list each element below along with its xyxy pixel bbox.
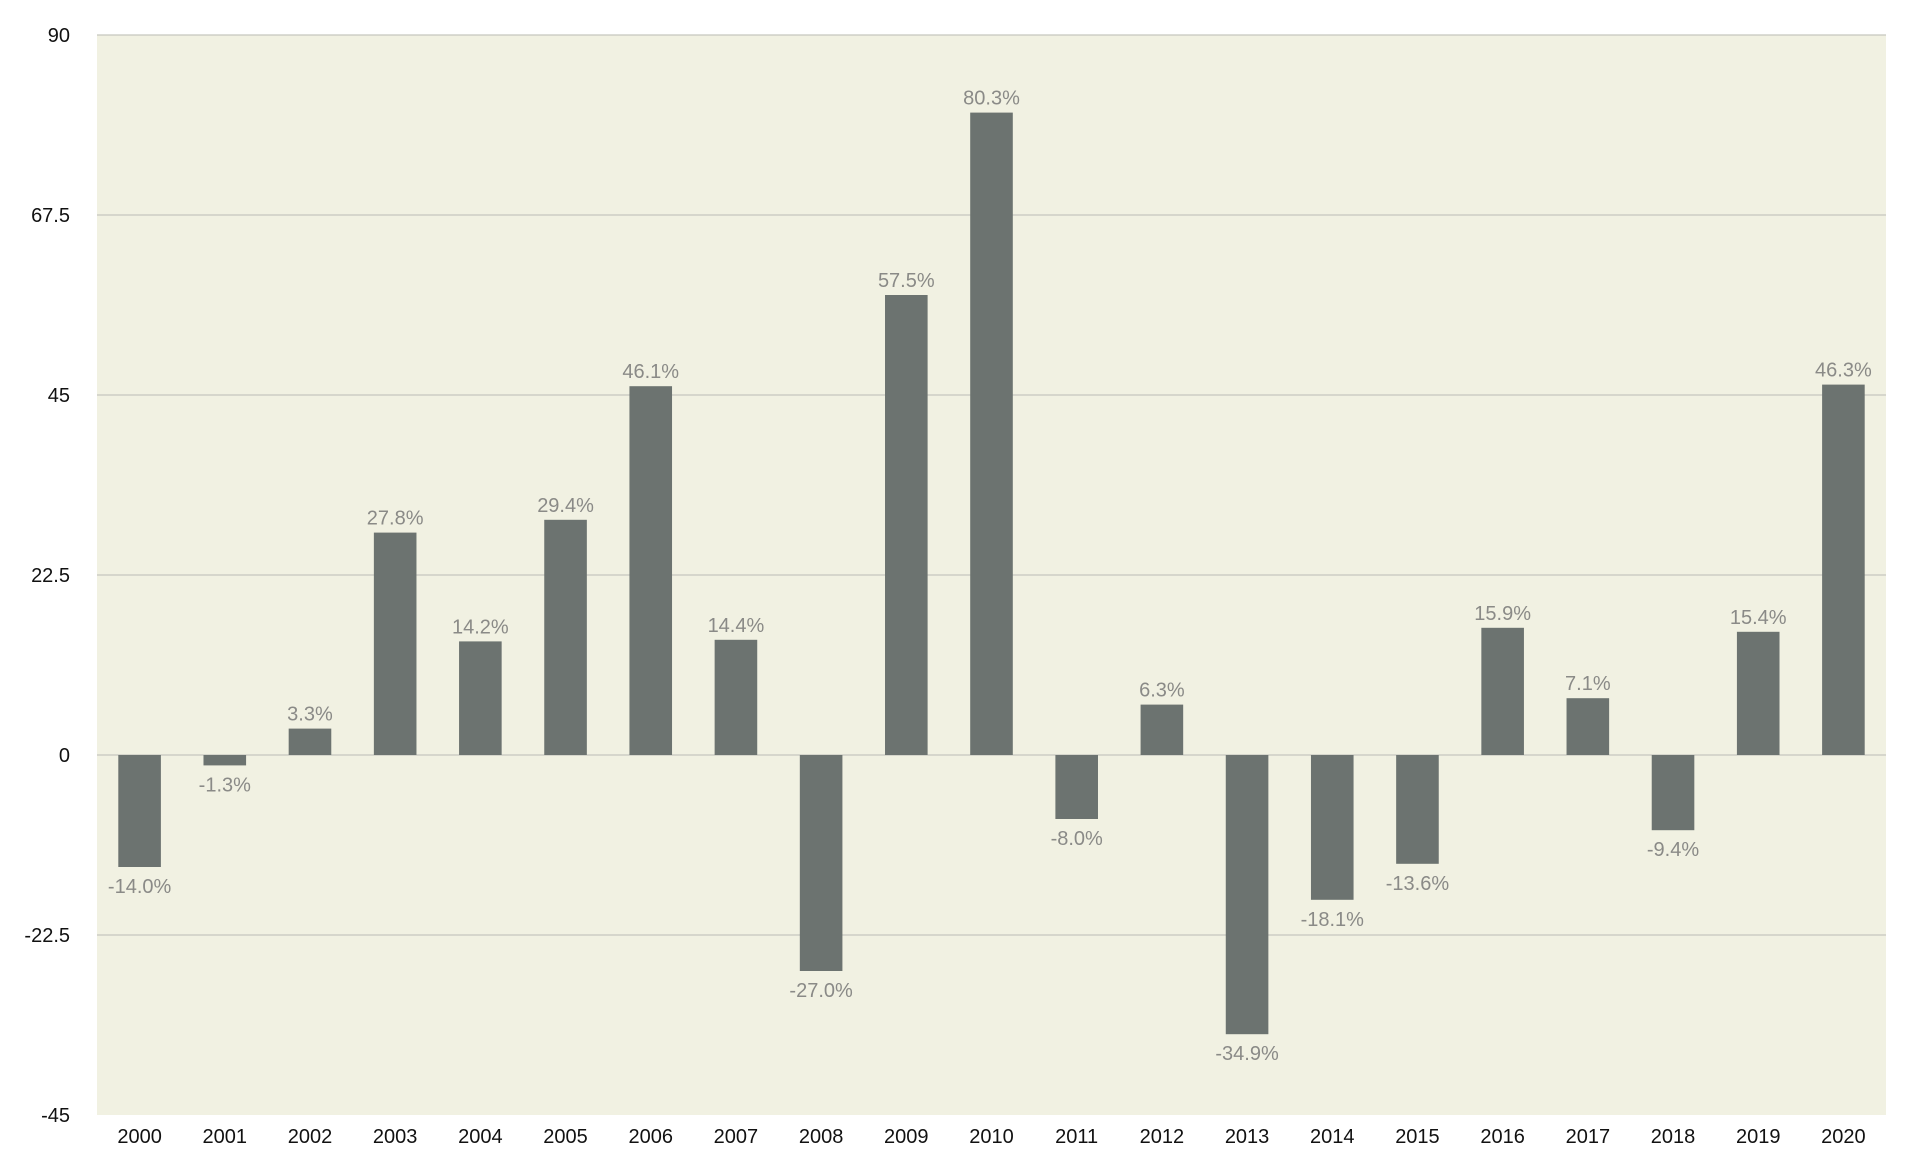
data-label-2013: -34.9% bbox=[1215, 1043, 1279, 1065]
data-label-2010: 80.3% bbox=[963, 88, 1020, 110]
x-axis-ticks: 2000 2001 2002 2003 2004 2005 2006 2007 2008 2009… bbox=[117, 1126, 1865, 1148]
data-label-2006: 46.1% bbox=[622, 361, 679, 383]
data-label-2002: 3.3% bbox=[287, 704, 333, 726]
x-tick-label: 2012 bbox=[1140, 1126, 1185, 1148]
x-tick-label: 2010 bbox=[969, 1126, 1014, 1148]
x-tick-label: 2011 bbox=[1055, 1126, 1098, 1148]
bar-2010 bbox=[970, 112, 1013, 756]
bar-2004 bbox=[459, 641, 502, 755]
y-axis-ticks: 90 67.5 45 22.5 0 -22.5 -45 bbox=[24, 25, 70, 1127]
data-label-2000: -14.0% bbox=[108, 876, 172, 898]
data-label-2017: 7.1% bbox=[1565, 673, 1611, 695]
data-label-2005: 29.4% bbox=[537, 495, 594, 517]
x-tick-label: 2005 bbox=[543, 1126, 588, 1148]
y-tick-label: -22.5 bbox=[24, 925, 70, 947]
data-label-2014: -18.1% bbox=[1301, 909, 1365, 931]
data-label-2004: 14.2% bbox=[452, 616, 509, 638]
x-tick-label: 2006 bbox=[628, 1126, 673, 1148]
bar-2011 bbox=[1055, 755, 1098, 819]
bar-2014 bbox=[1310, 755, 1354, 900]
y-tick-label: 45 bbox=[48, 385, 70, 407]
x-tick-label: 2008 bbox=[799, 1126, 844, 1148]
bar-2003 bbox=[373, 532, 417, 755]
bar-2017 bbox=[1566, 698, 1610, 755]
data-label-2008: -27.0% bbox=[789, 980, 853, 1002]
bar-2007 bbox=[714, 639, 758, 755]
bar-2018 bbox=[1651, 755, 1695, 831]
bar-2009 bbox=[885, 295, 928, 755]
x-tick-label: 2000 bbox=[117, 1126, 162, 1148]
data-label-2012: 6.3% bbox=[1139, 680, 1185, 702]
y-tick-label: 67.5 bbox=[31, 205, 70, 227]
bar-2016 bbox=[1481, 627, 1524, 755]
data-label-2016: 15.9% bbox=[1474, 603, 1531, 625]
data-label-2018: -9.4% bbox=[1647, 839, 1699, 861]
x-tick-label: 2014 bbox=[1310, 1126, 1355, 1148]
bar-2000 bbox=[118, 755, 161, 867]
data-label-2001: -1.3% bbox=[199, 774, 251, 796]
x-tick-label: 2015 bbox=[1395, 1126, 1440, 1148]
x-tick-label: 2001 bbox=[203, 1126, 248, 1148]
y-tick-label: 22.5 bbox=[31, 565, 70, 587]
x-tick-label: 2007 bbox=[714, 1126, 759, 1148]
x-tick-label: 2018 bbox=[1651, 1126, 1696, 1148]
bar-2001 bbox=[203, 755, 247, 766]
bar-2019 bbox=[1736, 631, 1780, 755]
x-tick-label: 2004 bbox=[458, 1126, 503, 1148]
x-tick-label: 2019 bbox=[1736, 1126, 1781, 1148]
x-tick-label: 2009 bbox=[884, 1126, 929, 1148]
bar-2008 bbox=[799, 755, 843, 971]
data-label-2003: 27.8% bbox=[367, 508, 424, 530]
bars bbox=[118, 112, 1865, 1035]
bar-2005 bbox=[544, 519, 587, 755]
y-tick-label: 0 bbox=[59, 745, 70, 767]
data-label-2007: 14.4% bbox=[708, 615, 765, 637]
data-label-2015: -13.6% bbox=[1386, 873, 1450, 895]
data-label-2019: 15.4% bbox=[1730, 607, 1787, 629]
y-tick-label: -45 bbox=[41, 1105, 70, 1127]
x-tick-label: 2013 bbox=[1225, 1126, 1270, 1148]
x-tick-label: 2016 bbox=[1480, 1126, 1525, 1148]
y-tick-label: 90 bbox=[48, 25, 70, 47]
data-label-2011: -8.0% bbox=[1051, 828, 1103, 850]
bar-2013 bbox=[1225, 755, 1269, 1035]
bar-2012 bbox=[1140, 704, 1184, 755]
bar-2020 bbox=[1822, 384, 1865, 755]
data-label-2020: 46.3% bbox=[1815, 360, 1872, 382]
bar-2006 bbox=[629, 386, 673, 755]
x-tick-label: 2017 bbox=[1566, 1126, 1611, 1148]
bar-2002 bbox=[288, 728, 332, 755]
x-tick-label: 2002 bbox=[288, 1126, 333, 1148]
x-tick-label: 2020 bbox=[1821, 1126, 1866, 1148]
data-label-2009: 57.5% bbox=[878, 270, 935, 292]
x-tick-label: 2003 bbox=[373, 1126, 418, 1148]
bar-2015 bbox=[1396, 755, 1439, 864]
data-labels: -14.0% -1.3% 3.3% 27.8% 14.2% 29.4% 46.1% 14.4%… bbox=[108, 88, 1872, 1066]
